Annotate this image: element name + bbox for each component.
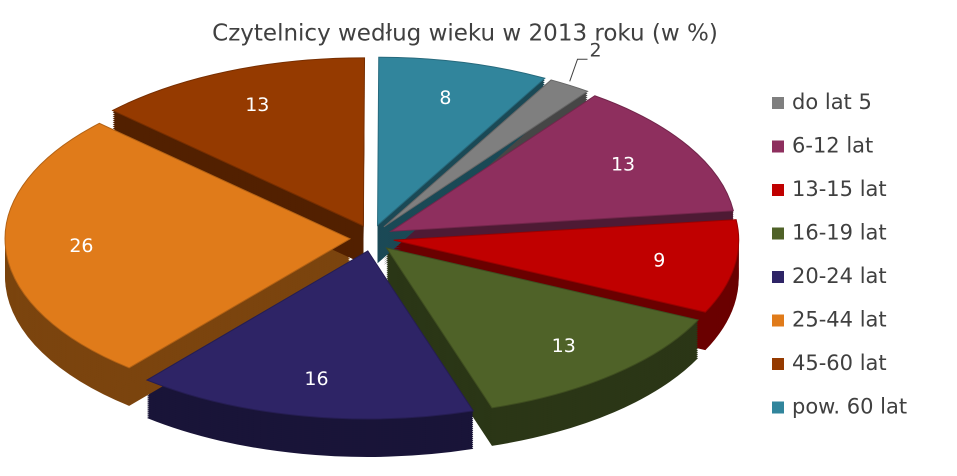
- data-label: 2: [589, 40, 601, 62]
- data-label: 13: [245, 94, 269, 116]
- legend-label: 16-19 lat: [792, 221, 887, 245]
- slice: [145, 250, 475, 420]
- slice: [385, 247, 700, 409]
- data-label: 16: [304, 368, 328, 390]
- slice: [389, 95, 735, 232]
- chart-title: Czytelnicy według wieku w 2013 roku (w %…: [212, 21, 718, 47]
- legend-label: do lat 5: [792, 90, 872, 114]
- legend-label: 25-44 lat: [792, 308, 887, 332]
- data-label: 9: [653, 250, 665, 272]
- legend-swatch: [772, 227, 784, 240]
- legend-swatch: [772, 401, 784, 414]
- data-label: 8: [439, 87, 451, 109]
- legend-swatch: [772, 140, 784, 153]
- legend-label: 6-12 lat: [792, 134, 873, 158]
- legend-swatch: [772, 271, 784, 283]
- legend-label: 45-60 lat: [792, 351, 887, 375]
- slice: [4, 122, 352, 369]
- legend-swatch: [772, 314, 784, 327]
- slice: [383, 79, 589, 228]
- slice: [111, 57, 366, 227]
- data-label: 26: [69, 235, 93, 257]
- legend-swatch: [772, 97, 784, 109]
- legend-swatch: [772, 184, 784, 196]
- data-label: 13: [611, 154, 635, 176]
- legend-swatch: [772, 358, 784, 370]
- leader-line: [569, 58, 588, 82]
- legend-label: 20-24 lat: [792, 264, 887, 288]
- legend-label: pow. 60 lat: [792, 395, 907, 419]
- legend-label: 13-15 lat: [792, 177, 887, 201]
- slice: [377, 56, 546, 227]
- data-label: 13: [552, 335, 576, 357]
- slice: [393, 219, 740, 313]
